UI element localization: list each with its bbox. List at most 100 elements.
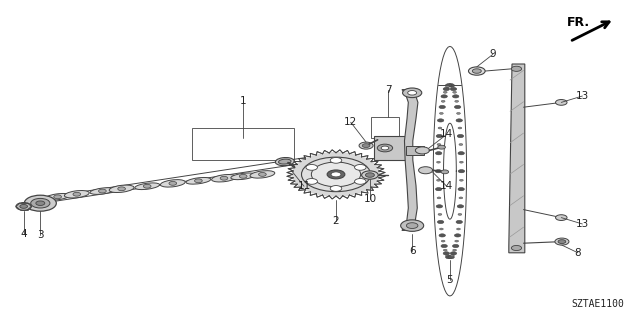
Circle shape xyxy=(455,240,459,242)
Circle shape xyxy=(437,220,444,224)
Circle shape xyxy=(24,195,56,211)
Circle shape xyxy=(451,252,457,255)
Circle shape xyxy=(118,187,125,191)
Circle shape xyxy=(438,145,445,149)
Circle shape xyxy=(20,204,28,208)
Circle shape xyxy=(468,67,485,75)
Circle shape xyxy=(445,84,452,87)
Text: 8: 8 xyxy=(575,248,581,258)
Circle shape xyxy=(459,197,463,199)
Circle shape xyxy=(362,144,370,148)
Circle shape xyxy=(441,170,449,174)
Circle shape xyxy=(327,170,345,179)
Circle shape xyxy=(459,144,463,146)
Circle shape xyxy=(359,142,373,149)
Circle shape xyxy=(511,66,522,71)
Ellipse shape xyxy=(275,157,294,166)
Circle shape xyxy=(451,255,454,257)
Circle shape xyxy=(377,144,392,152)
Circle shape xyxy=(454,105,461,108)
Ellipse shape xyxy=(65,190,89,198)
Ellipse shape xyxy=(90,188,115,194)
Circle shape xyxy=(445,86,449,88)
Text: 3: 3 xyxy=(37,230,44,240)
Circle shape xyxy=(456,228,460,230)
Circle shape xyxy=(239,174,247,178)
Circle shape xyxy=(436,134,443,138)
Circle shape xyxy=(448,257,452,259)
Circle shape xyxy=(438,127,442,129)
Circle shape xyxy=(355,164,366,170)
Circle shape xyxy=(439,234,445,237)
Circle shape xyxy=(143,184,151,188)
Circle shape xyxy=(99,189,106,193)
Circle shape xyxy=(556,215,567,220)
Circle shape xyxy=(220,176,228,180)
Circle shape xyxy=(31,198,50,208)
Circle shape xyxy=(355,179,366,184)
Circle shape xyxy=(452,95,459,98)
Text: 14: 14 xyxy=(440,129,453,140)
Text: 14: 14 xyxy=(440,181,453,191)
Circle shape xyxy=(558,240,566,244)
Text: 7: 7 xyxy=(385,84,392,95)
Text: 11: 11 xyxy=(298,181,310,191)
Bar xyxy=(192,128,294,160)
Circle shape xyxy=(452,249,456,251)
Text: 13: 13 xyxy=(576,91,589,101)
Text: 9: 9 xyxy=(490,49,496,60)
Circle shape xyxy=(436,161,440,163)
Circle shape xyxy=(441,240,445,242)
Polygon shape xyxy=(402,90,418,230)
Circle shape xyxy=(556,100,567,105)
Circle shape xyxy=(169,181,177,185)
Circle shape xyxy=(448,84,454,87)
Circle shape xyxy=(441,95,447,98)
Circle shape xyxy=(440,228,444,230)
Circle shape xyxy=(436,205,443,208)
Circle shape xyxy=(455,100,459,102)
Circle shape xyxy=(54,195,61,199)
Ellipse shape xyxy=(30,201,51,205)
Circle shape xyxy=(444,249,447,251)
Circle shape xyxy=(306,164,317,170)
Ellipse shape xyxy=(135,183,159,189)
Circle shape xyxy=(456,119,463,122)
Polygon shape xyxy=(509,64,525,253)
Circle shape xyxy=(362,171,378,179)
Circle shape xyxy=(195,179,202,183)
Circle shape xyxy=(36,201,45,205)
Text: 6: 6 xyxy=(409,246,415,256)
Circle shape xyxy=(330,157,342,163)
Circle shape xyxy=(445,255,449,257)
Circle shape xyxy=(452,91,456,93)
Circle shape xyxy=(457,134,463,138)
Ellipse shape xyxy=(278,159,291,164)
Text: 12: 12 xyxy=(344,117,357,127)
Circle shape xyxy=(451,86,454,88)
Ellipse shape xyxy=(212,174,236,182)
Circle shape xyxy=(365,173,374,177)
Polygon shape xyxy=(292,153,380,196)
Polygon shape xyxy=(374,136,410,160)
Circle shape xyxy=(438,213,442,215)
Circle shape xyxy=(445,256,452,259)
Circle shape xyxy=(472,69,481,73)
Circle shape xyxy=(403,88,422,98)
Circle shape xyxy=(448,256,454,259)
Circle shape xyxy=(415,147,429,154)
Circle shape xyxy=(312,162,361,187)
Ellipse shape xyxy=(250,171,275,178)
Text: SZTAE1100: SZTAE1100 xyxy=(571,299,624,309)
Circle shape xyxy=(437,119,444,122)
Circle shape xyxy=(457,205,463,208)
Ellipse shape xyxy=(109,185,134,193)
Circle shape xyxy=(440,112,444,114)
Circle shape xyxy=(435,188,442,191)
Circle shape xyxy=(456,112,460,114)
Circle shape xyxy=(456,220,463,224)
Circle shape xyxy=(408,91,417,95)
Circle shape xyxy=(436,179,440,181)
Circle shape xyxy=(259,172,266,176)
Circle shape xyxy=(452,244,459,248)
